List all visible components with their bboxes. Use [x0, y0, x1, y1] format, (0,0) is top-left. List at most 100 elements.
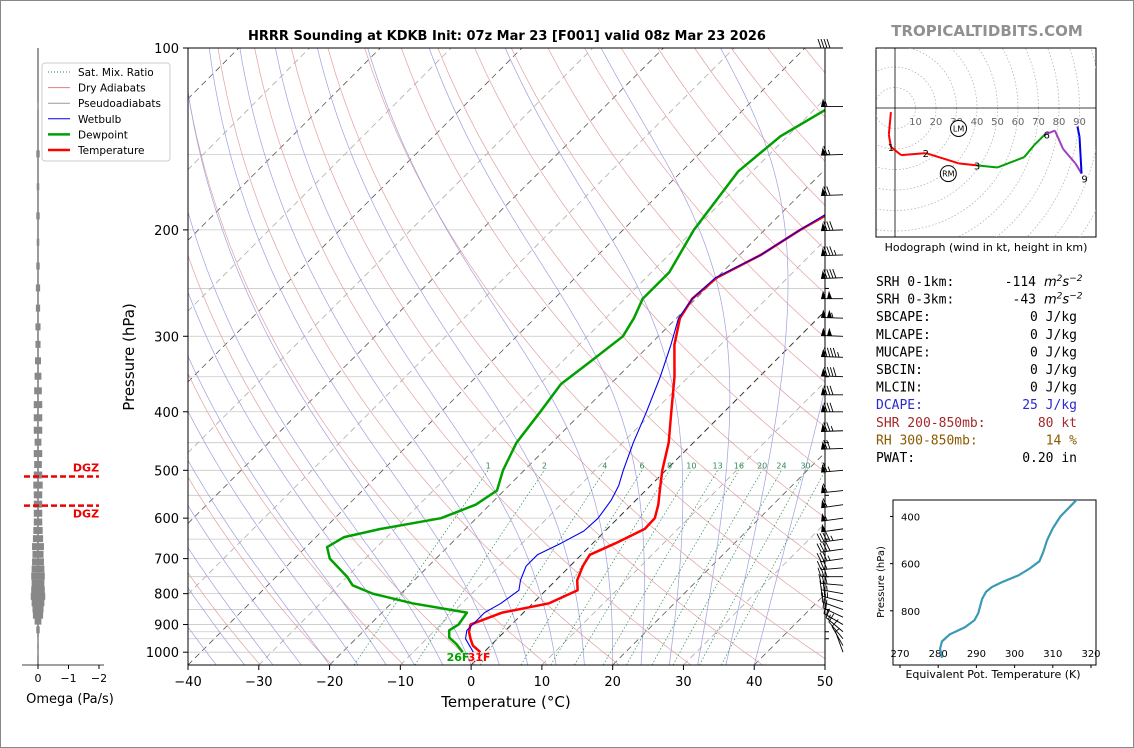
wind-barb	[821, 402, 843, 413]
moist-adiabat	[720, 48, 789, 665]
omega-bar	[35, 284, 41, 292]
theta-x-tick-label: 280	[929, 649, 948, 660]
y-tick-label: 1000	[146, 646, 179, 661]
barb-flag	[821, 309, 827, 318]
moist-adiabat	[275, 48, 557, 665]
barb-flag	[821, 98, 826, 107]
x-tick-label: −40	[174, 675, 201, 690]
legend-label: Dewpoint	[78, 129, 128, 141]
y-tick-label: 500	[154, 464, 179, 479]
wind-barb	[816, 532, 844, 543]
skewt-plot-frame	[187, 47, 826, 666]
dry-adiabat	[584, 48, 825, 339]
barb-full	[826, 402, 831, 412]
barb-full	[826, 385, 831, 395]
mixing-ratio-line	[479, 470, 606, 665]
wind-barb	[821, 498, 844, 509]
barb-full	[822, 542, 828, 552]
barb-shaft	[820, 153, 844, 156]
y-tick-label: 800	[154, 588, 179, 603]
legend-label: Dry Adiabats	[78, 83, 146, 95]
hodograph-segment	[1062, 148, 1077, 165]
wind-barb	[820, 309, 844, 319]
barb-full	[821, 574, 825, 584]
omega-bar	[33, 401, 43, 409]
mixing-ratio-label: 16	[734, 461, 744, 470]
omega-tick-label: −1	[60, 672, 76, 685]
barb-half	[837, 351, 840, 358]
hodograph-segment	[901, 152, 926, 157]
wind-barb	[831, 619, 844, 646]
index-label: SBCIN:	[876, 363, 923, 378]
wind-barb	[816, 560, 844, 571]
dry-adiabat	[188, 91, 548, 665]
barb-full	[826, 269, 831, 279]
barb-shaft	[821, 528, 844, 533]
barb-full	[826, 439, 831, 450]
mixing-ratio-label: 4	[602, 461, 607, 470]
theta-e-panel: 270 280 290 300 310 320 400 600 800	[890, 499, 1101, 668]
omega-bar	[34, 617, 42, 625]
omega-bar	[33, 481, 43, 489]
index-label: SRH 0-1km:	[876, 275, 954, 290]
rm-marker	[939, 165, 957, 183]
barb-shaft	[820, 447, 844, 450]
legend-label: Temperature	[77, 145, 145, 157]
barb-shaft	[820, 277, 844, 279]
mixing-ratio-line	[651, 470, 763, 665]
chart-title: HRRR Sounding at KDKB Init: 07z Mar 23 […	[248, 29, 766, 44]
barb-full	[825, 532, 831, 542]
barb-flag	[821, 222, 827, 231]
index-value: 80 kt	[1038, 416, 1077, 431]
barb-half	[833, 250, 837, 256]
barb-full	[816, 533, 822, 543]
y-tick-label: 400	[154, 406, 179, 421]
omega-bar	[33, 526, 43, 534]
hodograph-segment	[976, 164, 998, 169]
barb-shaft	[821, 504, 844, 509]
x-tick-label: −30	[245, 675, 272, 690]
wind-barb	[821, 385, 843, 396]
barb-half	[831, 312, 834, 318]
y-tick-label: 700	[154, 553, 179, 568]
moist-adiabat	[753, 387, 825, 665]
barb-flag	[821, 187, 827, 196]
y-tick-label: 600	[154, 512, 179, 527]
wind-barb	[821, 592, 844, 610]
lm-label: LM	[953, 125, 964, 134]
isotherm-line	[258, 98, 825, 665]
barb-shaft	[831, 626, 844, 646]
y-tick-label: 300	[154, 330, 179, 345]
isotherm-line	[470, 310, 825, 665]
barb-flag	[821, 499, 827, 508]
omega-bar	[32, 550, 44, 558]
theta-e-frame	[892, 499, 1097, 666]
wind-barb	[820, 439, 844, 450]
barb-shaft	[821, 538, 844, 543]
omega-bar	[32, 558, 44, 566]
series-line-dewpoint	[325, 108, 825, 653]
x-tick-label: −20	[316, 675, 343, 690]
index-value: 0.20 in	[1022, 451, 1077, 466]
omega-bar	[37, 648, 39, 656]
x-tick-label: 30	[675, 675, 692, 690]
barb-shaft	[820, 229, 844, 232]
index-label: SHR 200-850mb:	[876, 416, 986, 431]
index-label: SBCAPE:	[876, 310, 931, 325]
mixing-ratio-line	[574, 470, 692, 665]
hodograph-ring-label: 50	[991, 117, 1004, 128]
dry-adiabat	[327, 48, 825, 660]
barb-shaft	[820, 194, 844, 197]
omega-tick-label: −2	[91, 672, 107, 685]
barb-half	[830, 535, 834, 541]
barb-full	[819, 543, 825, 552]
omega-bar	[33, 518, 43, 526]
dry-adiabat	[364, 48, 825, 612]
theta-y-tick-label: 600	[901, 560, 920, 571]
watermark: TROPICALTIDBITS.COM	[891, 22, 1083, 40]
omega-bar	[31, 599, 45, 607]
mixing-ratio-line	[520, 470, 643, 665]
theta-x-tick-label: 300	[1005, 649, 1024, 660]
omega-bar	[36, 212, 40, 220]
